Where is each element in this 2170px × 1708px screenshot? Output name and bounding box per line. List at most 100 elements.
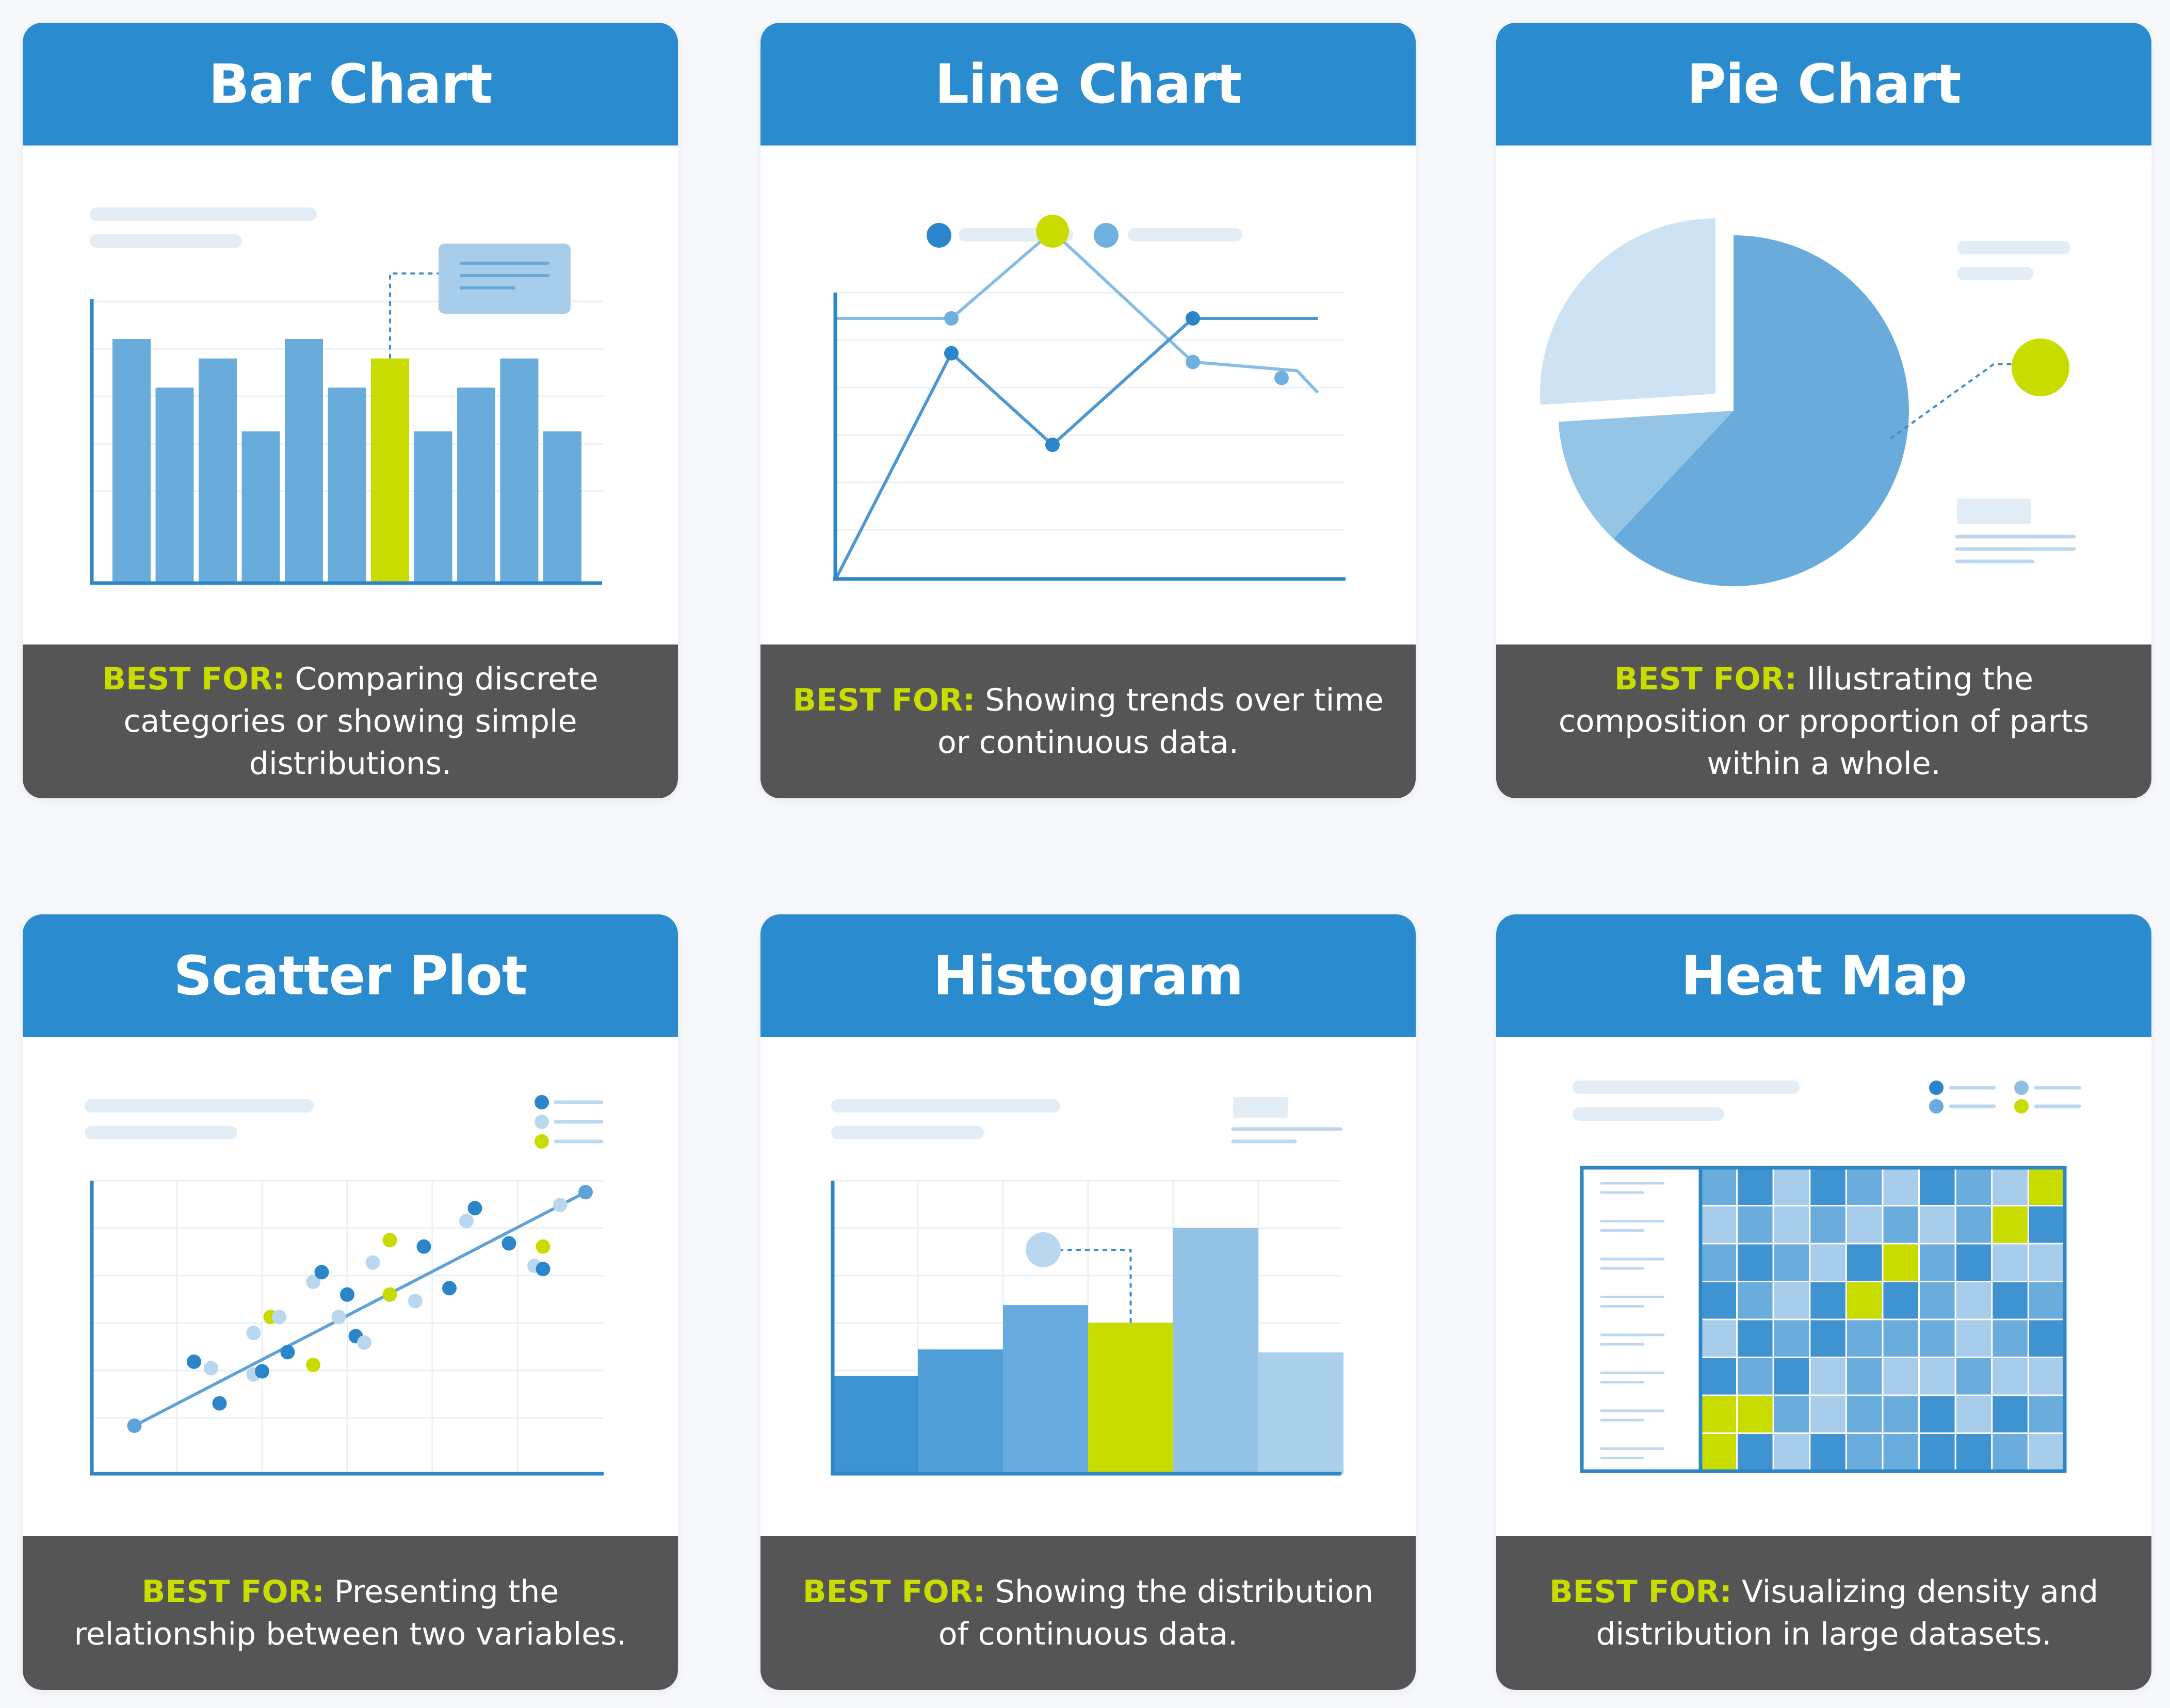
heatmap-cell (1809, 1243, 1847, 1282)
heatmap-cell (1809, 1357, 1847, 1396)
heatmap-cell (1918, 1167, 1956, 1206)
legend-marker (535, 1134, 549, 1149)
data-point (212, 1396, 227, 1411)
legend-marker (535, 1115, 549, 1129)
card-header: Scatter Plot (23, 914, 678, 1037)
legend-marker (535, 1095, 549, 1109)
data-point (553, 1198, 568, 1213)
heatmap-cell (1845, 1243, 1884, 1282)
data-point (944, 311, 959, 326)
data-point (944, 346, 959, 361)
histogram-bar (1258, 1352, 1343, 1474)
heatmap-cell (1772, 1394, 1811, 1434)
heatmap-cell (1809, 1167, 1847, 1206)
best-for-label: BEST FOR: (1614, 661, 1797, 697)
best-for-label: BEST FOR: (792, 682, 976, 718)
heatmap-cell (2027, 1205, 2066, 1245)
heatmap-cell (1736, 1357, 1774, 1396)
heatmap-cell (1882, 1357, 1920, 1396)
card-description-text: Presenting the relationship between two … (74, 1574, 627, 1652)
heatmap-cell (1845, 1281, 1884, 1320)
heatmap-cell (1991, 1357, 2029, 1396)
bar (285, 339, 323, 582)
heatmap-cell (1991, 1281, 2029, 1320)
highlight-point (1036, 215, 1069, 248)
heatmap-cell (1699, 1318, 1738, 1358)
best-for-label: BEST FOR: (141, 1574, 325, 1610)
highlight-marker (2012, 339, 2069, 396)
placeholder-line (1957, 241, 2070, 254)
heatmap-cell (1699, 1205, 1738, 1245)
heatmap-cell (1954, 1357, 1993, 1396)
heatmap-cell (1918, 1394, 1956, 1434)
heatmap-cell (1772, 1167, 1811, 1206)
card-header: Line Chart (760, 23, 1416, 146)
callout-connector (1889, 363, 2020, 440)
bar (155, 388, 194, 582)
heatmap-cell (1882, 1432, 1920, 1472)
card-heat-map: Heat Map BEST FOR: Visualizing density a… (1496, 914, 2151, 1690)
card-description: BEST FOR: Showing trends over time or co… (784, 679, 1392, 764)
best-for-label: BEST FOR: (1549, 1574, 1732, 1610)
card-footer: BEST FOR: Showing trends over time or co… (760, 644, 1416, 798)
data-point (272, 1310, 286, 1325)
card-description: BEST FOR: Presenting the relationship be… (46, 1571, 655, 1655)
heatmap-cell (2027, 1432, 2066, 1472)
card-header: Heat Map (1496, 914, 2151, 1037)
heatmap-cell (1699, 1281, 1738, 1320)
best-for-label: BEST FOR: (802, 1574, 985, 1610)
placeholder-title (90, 207, 317, 221)
heatmap-cell (1809, 1432, 1847, 1472)
heatmap-cell (1699, 1167, 1738, 1206)
heatmap-cell (1954, 1432, 1993, 1472)
pie-slice (1558, 411, 1734, 539)
card-title: Line Chart (934, 53, 1242, 116)
card-description-text: Illustrating the composition or proporti… (1558, 661, 2090, 782)
card-footer: BEST FOR: Visualizing density and distri… (1496, 1536, 2151, 1690)
card-title: Bar Chart (208, 53, 492, 116)
heatmap-cell (1736, 1167, 1774, 1206)
bar (112, 339, 151, 582)
heatmap-cell (1991, 1432, 2029, 1472)
heatmap-cell (1954, 1394, 1993, 1434)
data-point (280, 1345, 295, 1360)
callout-marker (1026, 1232, 1061, 1267)
heatmap-cell (1954, 1281, 1993, 1320)
heatmap-cell (2027, 1281, 2066, 1320)
heatmap-cell (1736, 1394, 1774, 1434)
card-line-chart: Line Chart BEST FOR: Showing trends over… (760, 23, 1416, 798)
data-point (357, 1335, 371, 1350)
data-point (314, 1265, 329, 1280)
placeholder-subtitle (831, 1126, 984, 1139)
heatmap-cell (1845, 1357, 1884, 1396)
placeholder-subtitle (1573, 1107, 1724, 1121)
heatmap-cell (1954, 1243, 1993, 1282)
series-line (835, 229, 1319, 394)
data-point (246, 1326, 261, 1341)
heatmap-cell (1736, 1243, 1774, 1282)
card-description: BEST FOR: Visualizing density and distri… (1519, 1571, 2128, 1655)
card-scatter-plot: Scatter Plot BEST FOR: Presenting the re… (23, 914, 678, 1690)
card-histogram: Histogram BEST FOR: Showing the distribu… (760, 914, 1416, 1690)
heatmap-cell (2027, 1357, 2066, 1396)
legend-marker (927, 223, 951, 248)
placeholder-title (831, 1099, 1060, 1113)
bar (414, 431, 452, 582)
heatmap-cell (1699, 1432, 1738, 1472)
card-description-text: Showing the distribution of continuous d… (938, 1574, 1374, 1652)
bar-chart-illustration (23, 146, 678, 645)
trend-endpoint (127, 1419, 142, 1433)
legend-marker (1094, 223, 1119, 248)
exploded-slice (1540, 218, 1716, 405)
heatmap-cell (1991, 1394, 2029, 1434)
card-title: Scatter Plot (173, 944, 527, 1007)
bar (457, 388, 495, 582)
trend-line (134, 1190, 587, 1427)
placeholder-title (85, 1099, 314, 1113)
heatmap-cell (1772, 1432, 1811, 1472)
placeholder-subtitle (85, 1126, 237, 1139)
legend-marker (1929, 1081, 1944, 1095)
bar (241, 431, 280, 582)
histogram-bar (1173, 1228, 1258, 1474)
heatmap-cell (1991, 1205, 2029, 1245)
